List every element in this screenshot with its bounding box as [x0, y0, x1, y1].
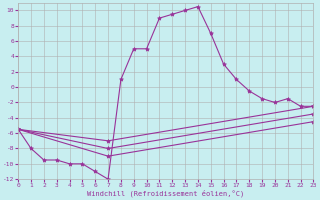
X-axis label: Windchill (Refroidissement éolien,°C): Windchill (Refroidissement éolien,°C) — [87, 190, 244, 197]
